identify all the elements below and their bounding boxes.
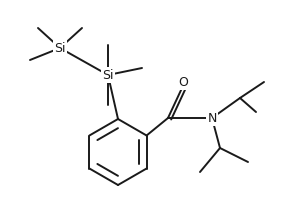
Text: Si: Si bbox=[54, 42, 66, 55]
Text: O: O bbox=[178, 75, 188, 88]
Text: Si: Si bbox=[102, 68, 114, 81]
Text: N: N bbox=[207, 112, 217, 125]
